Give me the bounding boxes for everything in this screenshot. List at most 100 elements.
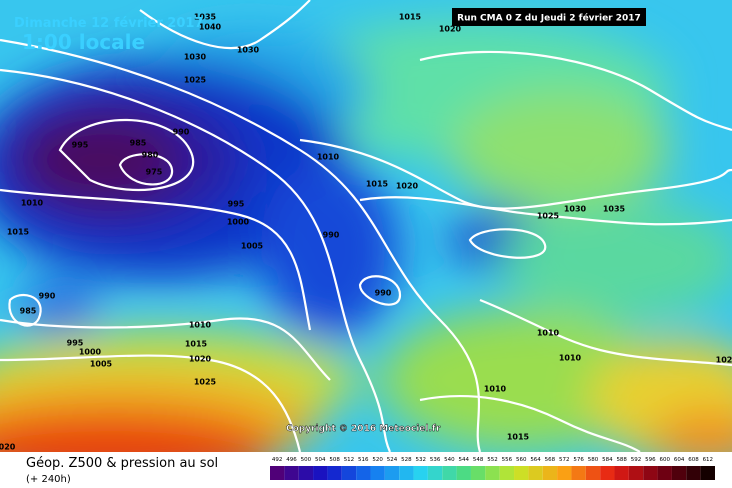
isobar-label: 1025 <box>537 212 560 221</box>
isobar-label: 980 <box>142 151 159 160</box>
isobar-label: 990 <box>173 128 190 137</box>
isobar-label: 102 <box>716 356 732 365</box>
isobar-label: 1010 <box>484 385 507 394</box>
isobar-label: 1040 <box>199 23 222 32</box>
scale-swatch <box>298 466 314 480</box>
isobar-label: 1020 <box>439 25 462 34</box>
isobar-label: 1025 <box>184 76 207 85</box>
isobar-label: 1000 <box>227 218 250 227</box>
scale-swatch <box>341 466 357 480</box>
isobar-label: 1000 <box>79 348 102 357</box>
scale-label: 576 <box>573 457 584 463</box>
isobar-label: 1015 <box>185 340 208 349</box>
scale-swatch <box>499 466 515 480</box>
scale-swatch <box>427 466 443 480</box>
scale-label: 588 <box>616 457 627 463</box>
scale-swatch <box>571 466 586 480</box>
scale-swatch <box>700 466 715 480</box>
isobar-label: 1030 <box>237 46 260 55</box>
scale-label: 596 <box>645 457 656 463</box>
isobar-label: 995 <box>72 141 89 150</box>
scale-label: 512 <box>344 457 355 463</box>
color-scale: 492 496 500 504 508 512 516 520 524 528 532 536 540 5… <box>270 457 715 480</box>
scale-swatch <box>528 466 543 480</box>
scale-swatch <box>270 466 285 480</box>
map-time: 1:00 locale <box>22 30 145 54</box>
scale-label: 600 <box>660 457 671 463</box>
footer-title: Géop. Z500 & pression au sol <box>26 456 218 471</box>
scale-label: 536 <box>430 457 441 463</box>
scale-swatch <box>657 466 672 480</box>
isobar-label: 1010 <box>189 321 212 330</box>
isobar-label: 1025 <box>194 378 217 387</box>
isobar-label: 020 <box>0 443 16 452</box>
isobar-label: 975 <box>146 168 163 177</box>
isobar-label: 990 <box>39 292 56 301</box>
isobar-label: 985 <box>130 139 147 148</box>
isobar-label: 1020 <box>396 182 419 191</box>
run-box <box>452 8 646 26</box>
copyright: Copyright © 2016 Meteociel.fr <box>286 424 441 434</box>
isobar-label: 995 <box>67 339 84 348</box>
scale-label: 572 <box>559 457 570 463</box>
scale-swatch <box>456 466 471 480</box>
scale-label: 544 <box>459 457 470 463</box>
scale-label: 560 <box>516 457 527 463</box>
run-label: Run CMA 0 Z du Jeudi 2 février 2017 <box>457 13 641 24</box>
scale-swatch <box>384 466 400 480</box>
scale-swatch <box>600 466 615 480</box>
isobar-label: 990 <box>323 231 340 240</box>
scale-label: 608 <box>688 457 699 463</box>
scale-swatch <box>327 466 342 480</box>
isobar-label: 1005 <box>241 242 264 251</box>
isobar-label: 1035 <box>194 13 217 22</box>
scale-swatch <box>628 466 644 480</box>
scale-label: 496 <box>286 457 297 463</box>
isobar-label: 1035 <box>603 205 626 214</box>
scale-swatch <box>413 466 428 480</box>
scale-label: 492 <box>272 457 283 463</box>
scale-label: 552 <box>487 457 498 463</box>
scale-label: 584 <box>602 457 613 463</box>
scale-swatch <box>442 466 457 480</box>
scale-label: 528 <box>401 457 412 463</box>
map-date: Dimanche 12 février 2017 <box>14 16 204 31</box>
isobar-label: 990 <box>375 289 392 298</box>
scale-swatch <box>370 466 385 480</box>
isobar-label: 1015 <box>366 180 389 189</box>
scale-swatch <box>399 466 414 480</box>
scale-swatch <box>686 466 701 480</box>
isobar-label: 1015 <box>507 433 530 442</box>
isobar-label: 1010 <box>559 354 582 363</box>
scale-label: 612 <box>703 457 714 463</box>
scale-label: 580 <box>588 457 599 463</box>
scale-label: 540 <box>444 457 455 463</box>
scale-label: 548 <box>473 457 484 463</box>
scale-swatch <box>514 466 529 480</box>
scale-swatch <box>470 466 486 480</box>
scale-swatch <box>485 466 500 480</box>
isobar-label: 1005 <box>90 360 113 369</box>
isobar-label: 1020 <box>189 355 212 364</box>
scale-swatch <box>313 466 328 480</box>
scale-label: 508 <box>329 457 340 463</box>
scale-swatch <box>284 466 299 480</box>
scale-label: 504 <box>315 457 326 463</box>
scale-swatch <box>356 466 371 480</box>
scale-label: 532 <box>415 457 426 463</box>
scale-label: 516 <box>358 457 369 463</box>
isobar-label: 1015 <box>7 228 30 237</box>
scale-label: 568 <box>545 457 556 463</box>
scale-label: 520 <box>372 457 383 463</box>
isobar-label: 995 <box>228 200 245 209</box>
scale-swatch <box>643 466 658 480</box>
scale-swatch <box>585 466 601 480</box>
isobar-label: 985 <box>20 307 37 316</box>
scale-label: 524 <box>387 457 398 463</box>
scale-label: 592 <box>631 457 642 463</box>
isobar-label: 1010 <box>537 329 560 338</box>
isobar-label: 1030 <box>184 53 207 62</box>
scale-label: 564 <box>530 457 541 463</box>
